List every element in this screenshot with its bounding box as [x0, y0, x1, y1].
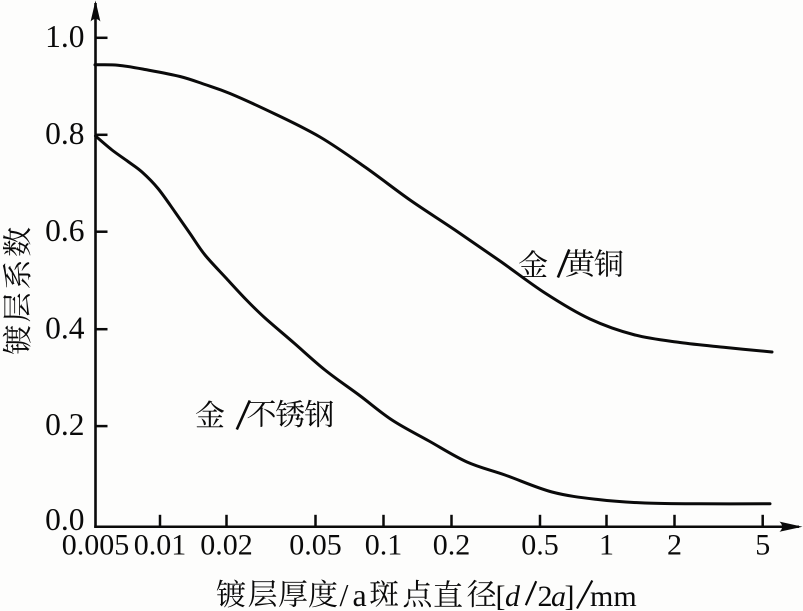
svg-text:[: [: [496, 580, 506, 611]
svg-text:1: 1: [599, 529, 614, 562]
svg-text:2: 2: [538, 580, 553, 611]
svg-text:0.6: 0.6: [45, 213, 84, 248]
svg-text:]: ]: [565, 580, 575, 611]
svg-text:mm: mm: [590, 580, 637, 611]
svg-text:a: a: [551, 580, 566, 611]
svg-text:a: a: [353, 577, 367, 611]
svg-text:5: 5: [755, 529, 770, 562]
svg-text:0.5: 0.5: [521, 529, 559, 562]
svg-text:0.8: 0.8: [45, 116, 84, 151]
svg-text:1.0: 1.0: [45, 19, 84, 54]
svg-text:0.05: 0.05: [289, 529, 342, 562]
svg-text:0.2: 0.2: [45, 407, 84, 442]
svg-text:/: /: [340, 577, 349, 611]
svg-text:2: 2: [667, 529, 682, 562]
svg-text:d: d: [505, 580, 521, 611]
svg-text:0.01: 0.01: [134, 529, 187, 562]
svg-text:0.02: 0.02: [200, 529, 253, 562]
svg-text:0.4: 0.4: [45, 311, 85, 346]
svg-text:0.005: 0.005: [62, 529, 130, 562]
svg-text:0.2: 0.2: [433, 529, 471, 562]
svg-text:0.0: 0.0: [45, 502, 84, 537]
svg-text:0.1: 0.1: [365, 529, 403, 562]
